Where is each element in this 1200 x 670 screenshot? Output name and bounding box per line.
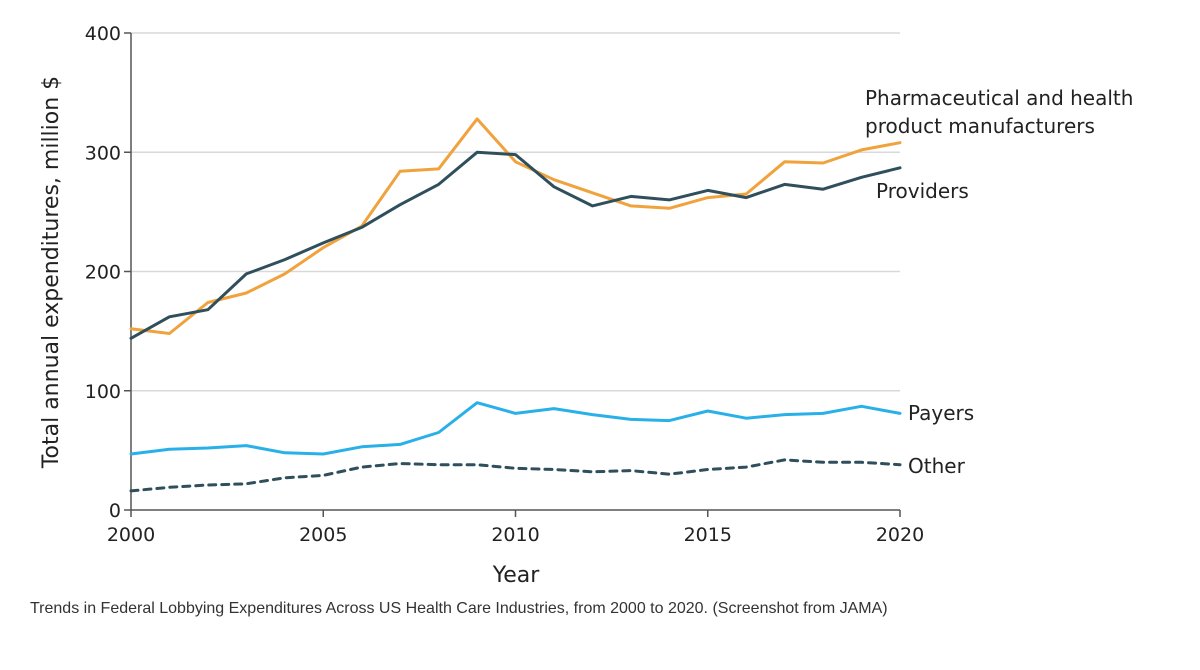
series-label: Pharmaceutical and health xyxy=(865,86,1133,110)
x-tick-label: 2000 xyxy=(107,524,155,546)
series-line-providers xyxy=(129,150,902,340)
x-axis-title: Year xyxy=(492,563,541,588)
series-label: Providers xyxy=(876,179,969,203)
series-label: Other xyxy=(908,454,966,478)
axes-layer: 0 100 200 300 400 2000 2005 2010 2015 2020 xyxy=(85,23,924,546)
x-tick-label: 2015 xyxy=(684,524,732,546)
series-labels: Pharmaceutical and health product manufac… xyxy=(865,86,1133,478)
y-tick-label: 0 xyxy=(109,500,121,522)
x-tick-label: 2005 xyxy=(299,524,347,546)
series-line-other xyxy=(129,458,902,493)
series-label: product manufacturers xyxy=(865,114,1095,138)
y-tick-label: 100 xyxy=(85,381,121,403)
y-tick-label: 300 xyxy=(85,142,121,164)
x-tick-label: 2010 xyxy=(491,524,539,546)
series-line-pharmaceutical-and-health-product-manufacturers xyxy=(129,117,902,335)
y-axis-title: Total annual expenditures, million $ xyxy=(39,76,64,469)
y-tick-label: 200 xyxy=(85,262,121,284)
series-line-payers xyxy=(129,401,902,456)
series-label: Payers xyxy=(908,401,974,425)
figure-caption: Trends in Federal Lobbying Expenditures … xyxy=(30,600,888,617)
line-chart: 0 100 200 300 400 2000 2005 2010 2015 2020 Pharma… xyxy=(39,23,1133,588)
x-tick-label: 2020 xyxy=(876,524,924,546)
y-tick-label: 400 xyxy=(85,23,121,45)
grid-layer xyxy=(131,32,900,392)
series-layer xyxy=(129,117,902,493)
